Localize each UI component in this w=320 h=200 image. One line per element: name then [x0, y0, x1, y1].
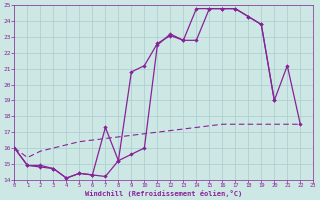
X-axis label: Windchill (Refroidissement éolien,°C): Windchill (Refroidissement éolien,°C)	[85, 190, 243, 197]
